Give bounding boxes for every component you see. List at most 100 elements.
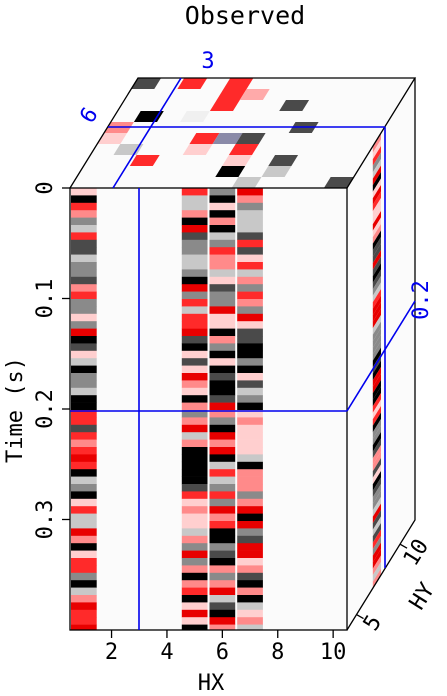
trace-strip xyxy=(209,225,236,233)
trace-strip xyxy=(71,210,97,218)
trace-strip xyxy=(181,476,208,485)
trace-strip xyxy=(237,617,263,625)
trace-strip xyxy=(237,373,263,381)
trace-strip xyxy=(237,387,263,396)
trace-strip xyxy=(237,498,263,507)
trace-strip xyxy=(71,358,97,366)
slice-lines xyxy=(70,77,416,630)
trace-strip xyxy=(209,476,236,485)
side-trace-strip xyxy=(372,256,381,277)
side-trace-strip xyxy=(372,477,381,498)
trace-strip xyxy=(181,417,208,426)
trace-strip xyxy=(209,432,236,440)
side-trace-strip xyxy=(372,315,381,335)
front-panel-traces xyxy=(71,188,263,630)
side-trace-strip xyxy=(372,425,381,446)
top-cell xyxy=(177,78,208,89)
trace-strip xyxy=(71,417,97,426)
trace-strip xyxy=(181,528,208,537)
trace-strip xyxy=(209,558,236,566)
trace-strip xyxy=(181,609,208,618)
trace-strip xyxy=(71,284,97,292)
side-trace-strip xyxy=(372,230,381,251)
trace-strip xyxy=(209,402,236,411)
top-cell xyxy=(212,133,243,144)
side-trace-strip xyxy=(372,503,381,524)
y-axis-label: Time (s) xyxy=(3,357,28,463)
trace-strip xyxy=(237,543,263,551)
trace-strip xyxy=(71,535,97,544)
side-trace-strip xyxy=(372,334,381,355)
side-trace-strip xyxy=(372,295,381,316)
trace-strip xyxy=(181,254,208,263)
slice-label-hy: 6 xyxy=(75,103,103,127)
trace-strip xyxy=(71,506,97,514)
z-tick-mark xyxy=(356,614,364,620)
side-trace-strip xyxy=(372,393,381,413)
trace-strip xyxy=(237,284,263,292)
side-trace-strip xyxy=(372,458,381,478)
trace-strip xyxy=(237,254,263,263)
trace-strip xyxy=(181,195,208,204)
y-tick-label: 0.2 xyxy=(33,389,58,429)
x-tick-label: 2 xyxy=(105,640,118,665)
trace-strip xyxy=(209,484,236,492)
side-trace-strip xyxy=(372,490,381,511)
side-trace-strip xyxy=(372,185,381,205)
trace-strip xyxy=(209,306,236,315)
side-trace-strip xyxy=(372,399,381,420)
side-trace-strip xyxy=(372,204,381,225)
trace-strip xyxy=(209,506,236,514)
trace-strip xyxy=(181,432,208,440)
trace-strip xyxy=(237,328,263,337)
trace-strip xyxy=(209,321,236,329)
trace-strip xyxy=(209,454,236,463)
trace-strip xyxy=(209,247,236,255)
side-trace-strip xyxy=(372,451,381,472)
top-cell xyxy=(215,166,246,177)
trace-strip xyxy=(71,188,97,196)
top-cell xyxy=(189,133,220,144)
trace-strip xyxy=(237,365,263,374)
trace-strip xyxy=(237,528,263,537)
y-tick-label: 0.3 xyxy=(33,500,58,540)
top-cell xyxy=(323,177,354,188)
trace-strip xyxy=(181,572,208,581)
trace-strip xyxy=(181,284,208,292)
trace-strip xyxy=(209,276,236,285)
trace-strip xyxy=(209,602,236,611)
trace-strip xyxy=(237,336,263,344)
trace-strip xyxy=(209,417,236,426)
side-trace-strip xyxy=(372,178,381,199)
trace-strip xyxy=(237,247,263,255)
side-trace-strip xyxy=(372,341,381,361)
chart-title: Observed xyxy=(185,1,305,30)
trace-strip xyxy=(209,343,236,352)
trace-strip xyxy=(71,343,97,352)
trace-strip xyxy=(209,358,236,366)
trace-strip xyxy=(237,188,263,196)
z-tick-label: 5 xyxy=(359,611,387,635)
trace-strip xyxy=(181,188,208,196)
trace-strip xyxy=(209,550,236,559)
side-trace-strip xyxy=(372,250,381,270)
trace-strip xyxy=(181,498,208,507)
side-trace-strip xyxy=(372,146,381,166)
side-trace-strip xyxy=(372,380,381,400)
top-cell xyxy=(235,133,266,144)
trace-strip xyxy=(209,461,236,470)
trace-strip xyxy=(71,328,97,337)
side-trace-strip xyxy=(372,308,381,329)
trace-strip xyxy=(237,624,263,630)
trace-strip xyxy=(237,343,263,352)
trace-strip xyxy=(71,306,97,315)
trace-strip xyxy=(209,299,236,307)
trace-strip xyxy=(71,543,97,551)
slice-label-hx: 3 xyxy=(201,49,214,74)
trace-strip xyxy=(181,484,208,492)
trace-strip xyxy=(71,454,97,463)
trace-strip xyxy=(181,469,208,477)
trace-strip xyxy=(237,291,263,300)
side-trace-strip xyxy=(372,243,381,264)
trace-strip xyxy=(71,239,97,248)
